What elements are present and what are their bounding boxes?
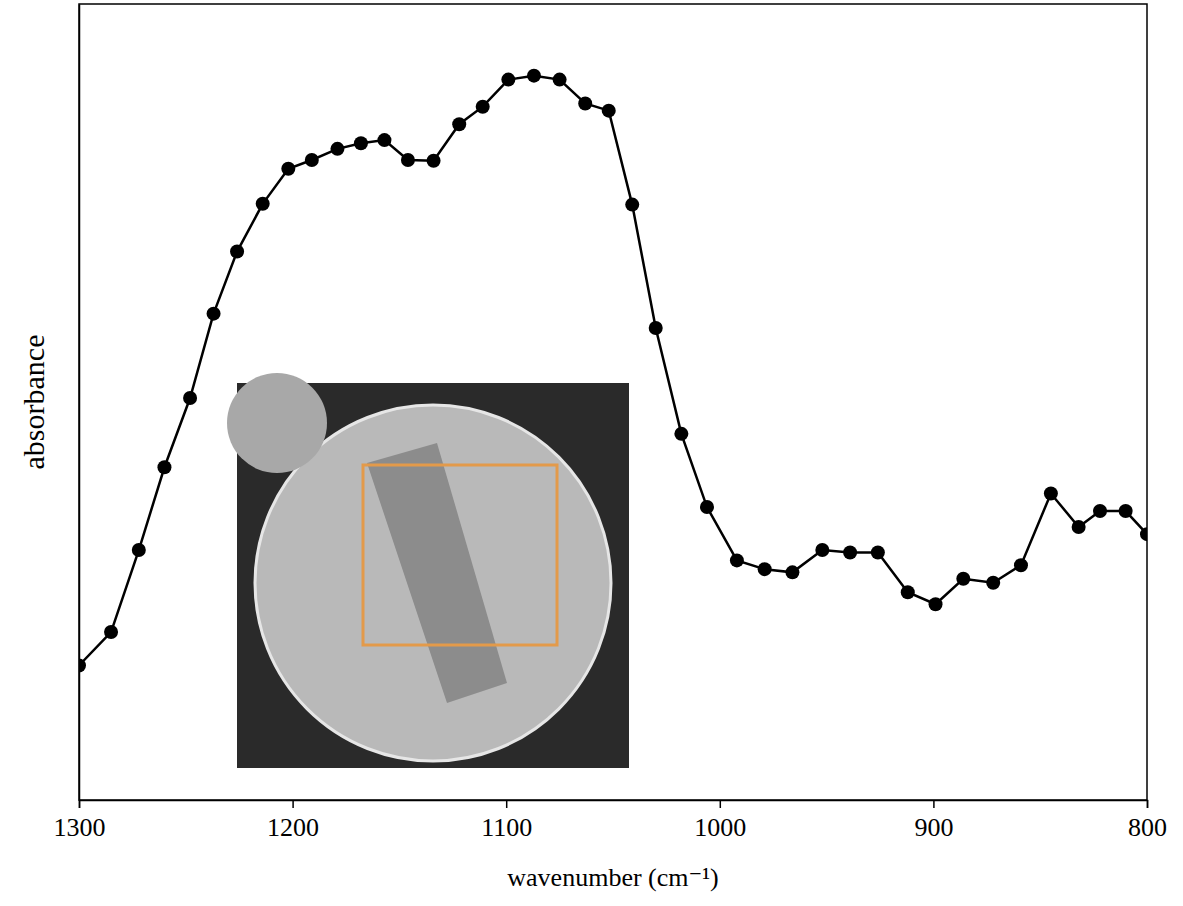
data-point [553,73,567,87]
data-point [401,153,415,167]
x-tick: 1000 [694,800,746,842]
data-point [871,545,885,559]
data-point [427,154,441,168]
x-tick-label: 1300 [54,813,106,842]
x-tick-label: 1000 [694,813,746,842]
inset-image [227,373,629,768]
data-point [230,245,244,259]
data-point [452,117,466,131]
x-tick: 1300 [54,800,106,842]
data-point [674,427,688,441]
x-tick-label: 1100 [481,813,532,842]
plot-frame [79,4,1147,800]
data-point [501,73,515,87]
inset-box [363,465,557,645]
data-point [476,100,490,114]
data-point [377,133,391,147]
data-point [602,104,616,118]
data-point [956,572,970,586]
data-point [1119,504,1133,518]
data-point [1093,504,1107,518]
data-point [901,585,915,599]
y-axis-line [79,5,81,801]
data-point [183,391,197,405]
data-point [578,97,592,111]
y-axis [79,5,80,801]
data-point [1140,527,1147,541]
data-point [281,162,295,176]
data-point [207,307,221,321]
x-tick-mark [506,800,508,808]
chart: 1300 1200 1100 1000 900 800 wavenumber (cm⁻¹) a… [0,0,1183,906]
x-tick: 1200 [267,800,319,842]
x-tick-mark [292,800,294,808]
data-point [986,576,1000,590]
data-point [157,460,171,474]
x-tick-label: 1200 [267,813,319,842]
data-point [815,543,829,557]
data-point [132,543,146,557]
data-point [79,658,86,672]
spectrum-line [79,76,1147,666]
data-point [330,142,344,156]
x-tick-mark [720,800,722,808]
data-point [758,562,772,576]
data-point [700,500,714,514]
data-point [104,625,118,639]
x-tick-mark [933,800,935,808]
data-point [1014,558,1028,572]
inset-crack [367,443,507,703]
data-point [929,597,943,611]
x-axis-line [80,801,1148,809]
data-point [843,545,857,559]
data-point [785,565,799,579]
x-tick-label: 800 [1128,813,1167,842]
plot: 1300 1200 1100 1000 900 800 [54,4,1168,842]
x-axis-title: wavenumber (cm⁻¹) [507,863,718,892]
data-point [305,153,319,167]
x-tick-label: 900 [914,813,953,842]
x-axis: 1300 1200 1100 1000 900 800 [54,800,1168,842]
x-tick: 900 [914,800,953,842]
data-point [730,553,744,567]
data-layer [79,69,1147,673]
data-point [625,198,639,212]
data-point [1044,487,1058,501]
x-tick-mark [79,800,81,808]
y-axis-title: absorbance [17,335,50,470]
data-point [256,197,270,211]
data-point [649,321,663,335]
inset-neighbour [227,373,327,473]
data-point [354,136,368,150]
x-tick-mark [1147,800,1149,808]
x-tick: 800 [1128,800,1167,842]
data-point [1072,520,1086,534]
data-point [527,69,541,83]
x-tick: 1100 [481,800,532,842]
